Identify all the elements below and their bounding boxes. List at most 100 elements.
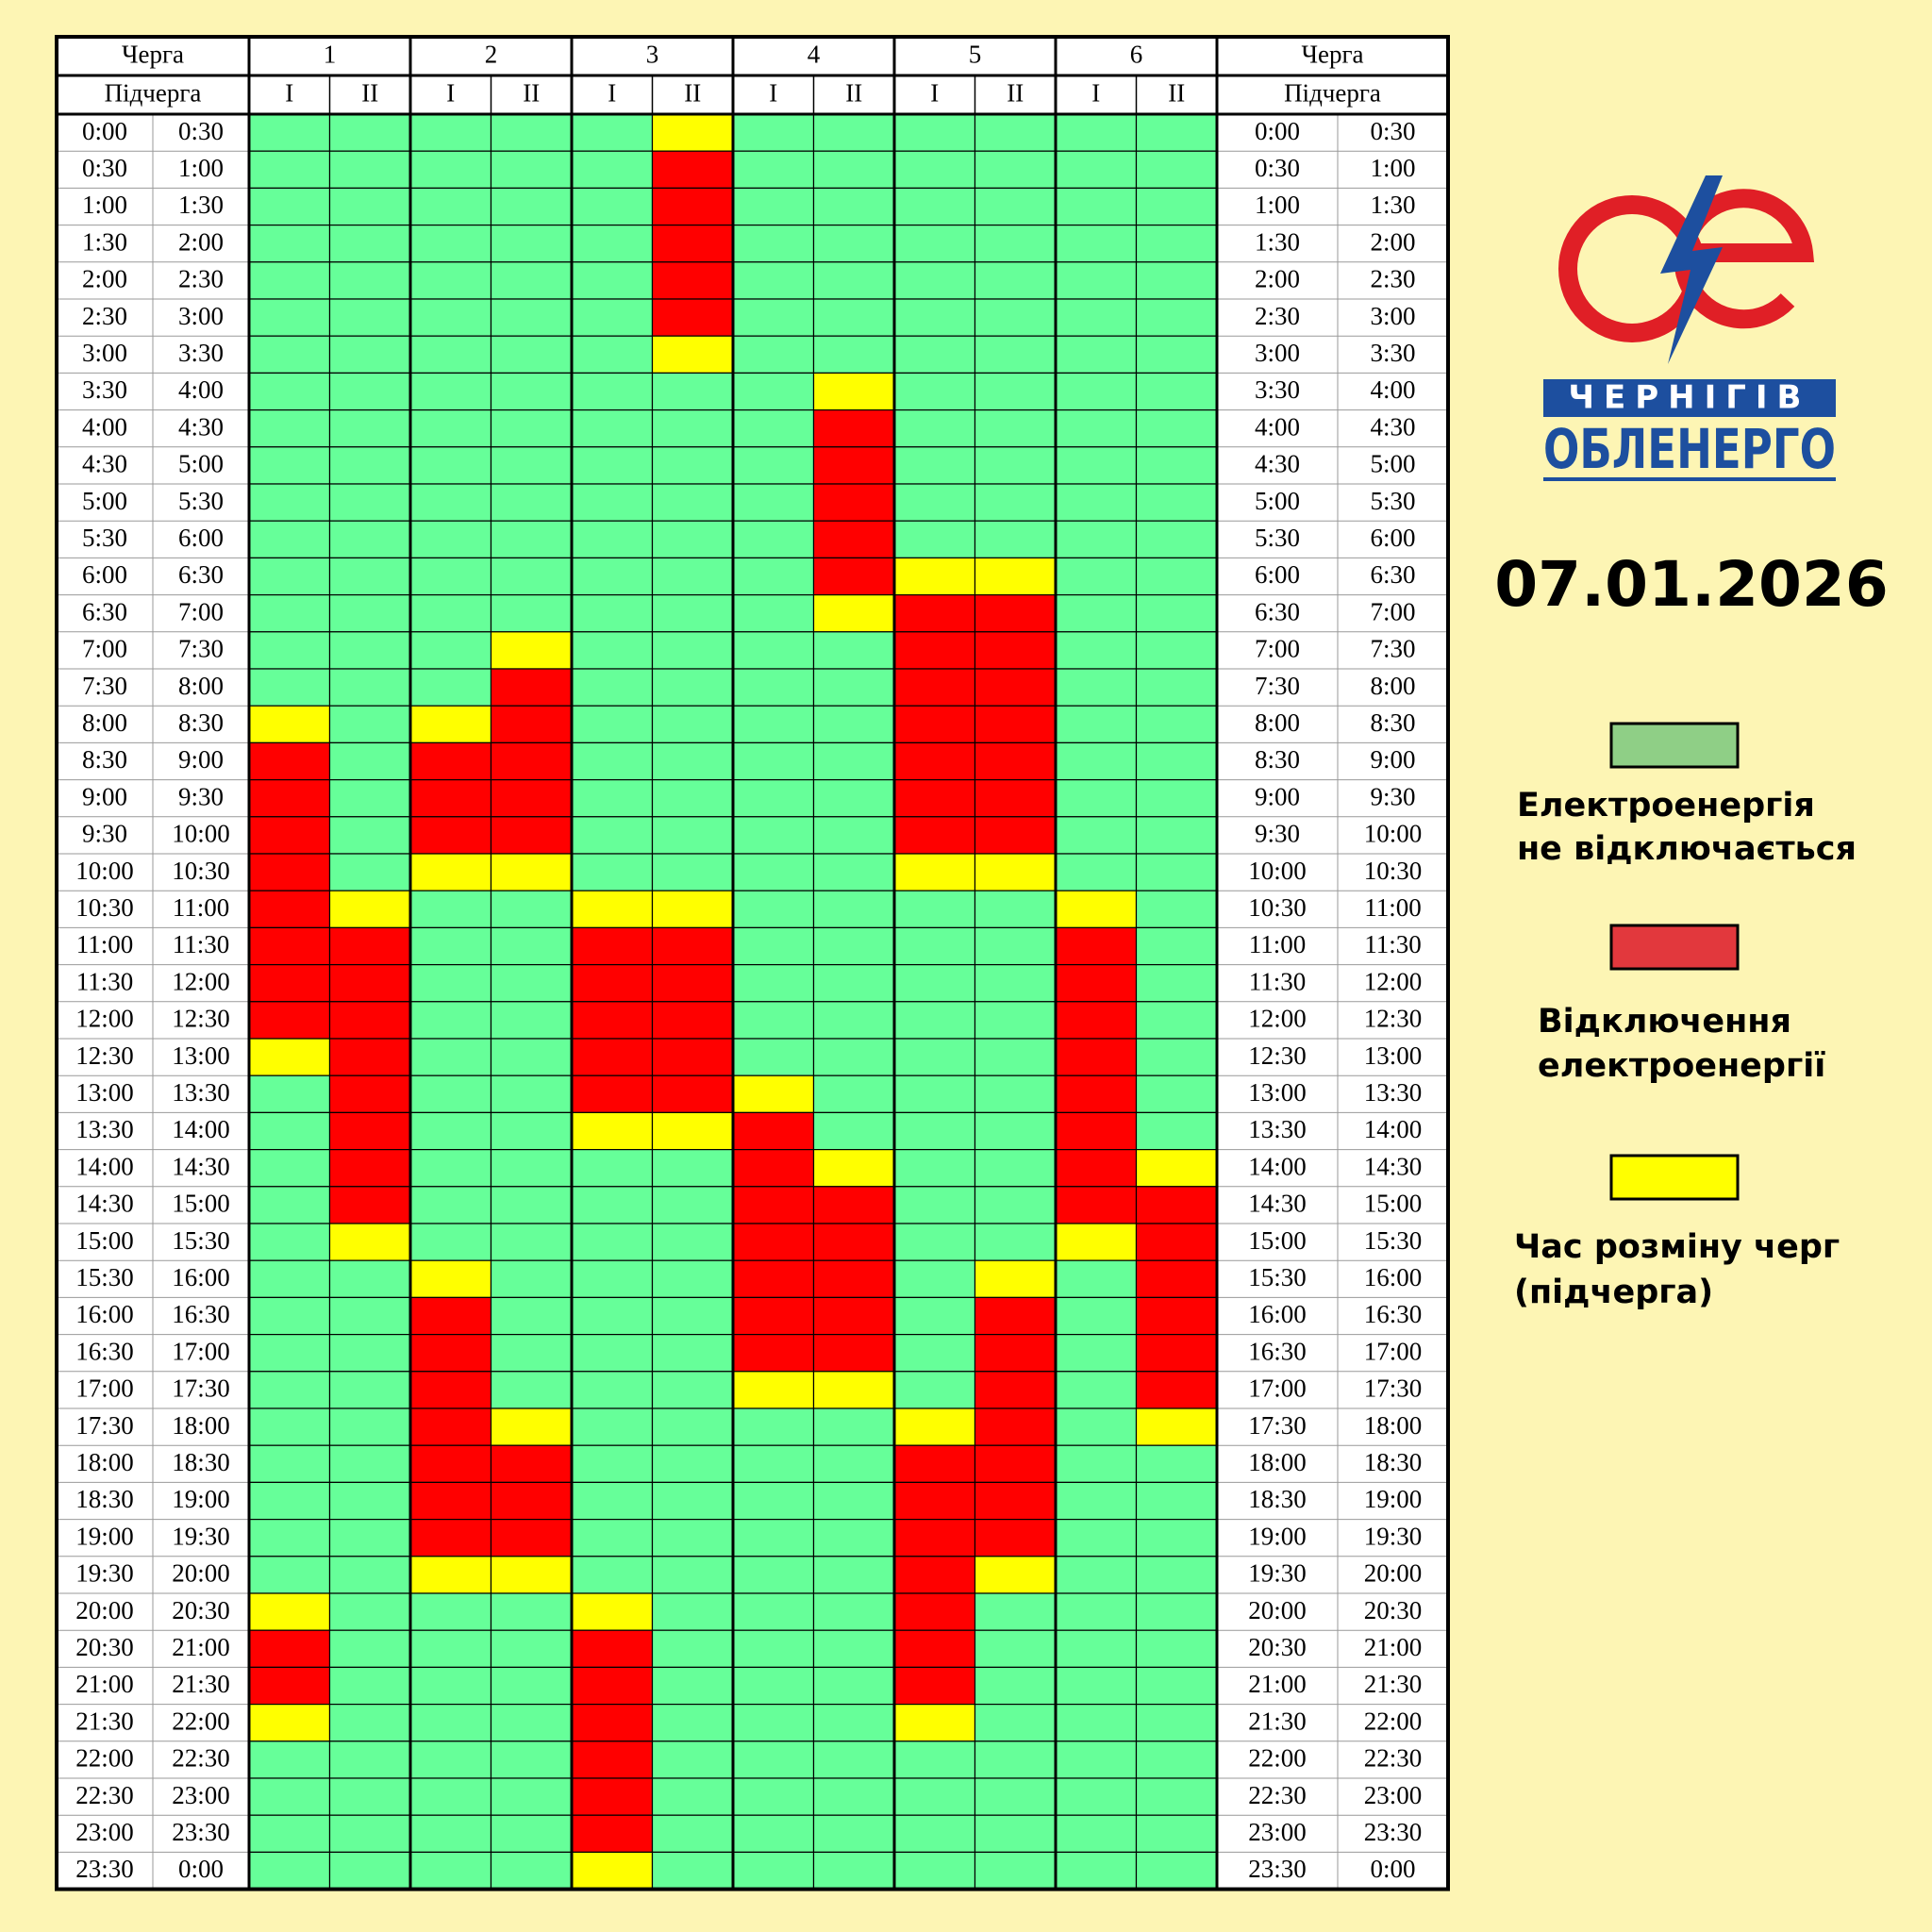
schedule-cell (328, 631, 411, 670)
time-from: 14:30 (1248, 1190, 1307, 1218)
schedule-cell (409, 1814, 492, 1853)
time-to: 17:00 (1364, 1337, 1423, 1365)
schedule-cell (490, 409, 573, 448)
schedule-cell (571, 778, 654, 818)
schedule-cell (248, 372, 331, 411)
time-to: 19:30 (172, 1522, 230, 1550)
schedule-cell (893, 816, 976, 855)
schedule-cell (1055, 853, 1138, 891)
schedule-cell (1055, 1814, 1138, 1853)
schedule-cell (248, 1444, 331, 1483)
schedule-cell (651, 890, 734, 929)
schedule-cell (1055, 372, 1138, 411)
schedule-cell (1055, 1444, 1138, 1483)
time-to: 22:30 (1364, 1744, 1423, 1773)
time-from: 20:30 (1248, 1633, 1307, 1661)
time-to: 1:30 (1370, 191, 1415, 219)
time-to: 4:00 (178, 375, 224, 404)
schedule-cell (893, 1111, 976, 1151)
schedule-cell (1135, 741, 1218, 781)
logo-line1: ЧЕРНІГІВ (1569, 379, 1811, 417)
time-to: 9:30 (1370, 782, 1415, 810)
schedule-cell (651, 1556, 734, 1594)
time-from: 17:00 (1248, 1374, 1307, 1403)
schedule-cell (732, 1038, 815, 1076)
schedule-cell (732, 1223, 815, 1261)
schedule-cell (409, 1740, 492, 1779)
schedule-cell (732, 225, 815, 263)
schedule-cell (490, 853, 573, 891)
schedule-cell (409, 1111, 492, 1151)
schedule-cell (732, 1371, 815, 1409)
schedule-cell (651, 335, 734, 375)
schedule-cell (571, 557, 654, 596)
time-to: 0:30 (1370, 117, 1415, 145)
schedule-cell (571, 1851, 654, 1890)
schedule-cell (328, 705, 411, 744)
schedule-cell (893, 1001, 976, 1040)
schedule-cell (974, 1851, 1057, 1890)
schedule-cell (328, 1481, 411, 1521)
schedule-cell (571, 1814, 654, 1853)
schedule-cell (571, 1592, 654, 1631)
time-from: 9:30 (82, 820, 127, 848)
schedule-cell (490, 1851, 573, 1890)
schedule-cell (812, 446, 895, 485)
schedule-cell (1135, 1814, 1218, 1853)
schedule-cell (248, 1148, 331, 1188)
schedule-cell (409, 853, 492, 891)
schedule-cell (651, 1296, 734, 1336)
schedule-cell (248, 631, 331, 670)
schedule-cell (409, 1703, 492, 1742)
schedule-cell (248, 1259, 331, 1298)
subqueue-number: II (845, 79, 862, 108)
schedule-cell (571, 1371, 654, 1409)
schedule-cell (571, 1001, 654, 1040)
schedule-cell (571, 113, 654, 152)
schedule-cell (732, 1777, 815, 1816)
schedule-cell (1055, 1296, 1138, 1336)
schedule-cell (974, 187, 1057, 226)
time-to: 11:00 (1364, 893, 1422, 922)
schedule-cell (812, 963, 895, 1003)
schedule-cell (651, 1444, 734, 1483)
schedule-cell (651, 1629, 734, 1668)
queue-label: Черга (122, 41, 184, 69)
schedule-cell (812, 113, 895, 152)
schedule-cell (732, 778, 815, 818)
schedule-cell (893, 372, 976, 411)
schedule-cell (893, 150, 976, 189)
time-from: 5:30 (1255, 524, 1300, 552)
schedule-cell (974, 483, 1057, 522)
schedule-cell (248, 816, 331, 855)
schedule-cell (651, 520, 734, 559)
schedule-cell (1055, 409, 1138, 448)
schedule-cell (1055, 1259, 1138, 1298)
schedule-cell (490, 1444, 573, 1483)
legend-label: (підчерга) (1514, 1274, 1713, 1311)
schedule-cell (812, 1038, 895, 1076)
schedule-cell (328, 1518, 411, 1557)
schedule-cell (409, 298, 492, 337)
time-from: 8:30 (82, 745, 127, 774)
schedule-cell (732, 926, 815, 966)
time-from: 18:00 (1248, 1448, 1307, 1476)
schedule-cell (490, 668, 573, 707)
schedule-cell (328, 150, 411, 189)
schedule-cell (1135, 483, 1218, 522)
schedule-cell (1135, 1703, 1218, 1742)
schedule-cell (248, 557, 331, 596)
time-to: 21:30 (1364, 1670, 1423, 1698)
time-to: 14:00 (1364, 1115, 1423, 1143)
schedule-cell (328, 1074, 411, 1113)
schedule-cell (328, 1666, 411, 1706)
time-from: 1:30 (82, 227, 127, 256)
schedule-cell (328, 1223, 411, 1261)
time-to: 21:00 (1364, 1633, 1423, 1661)
subqueue-number: II (1168, 79, 1185, 108)
time-from: 23:00 (75, 1818, 134, 1846)
schedule-cell (732, 261, 815, 300)
schedule-cell (974, 1333, 1057, 1373)
time-from: 15:30 (75, 1263, 134, 1291)
time-from: 11:30 (76, 967, 134, 995)
